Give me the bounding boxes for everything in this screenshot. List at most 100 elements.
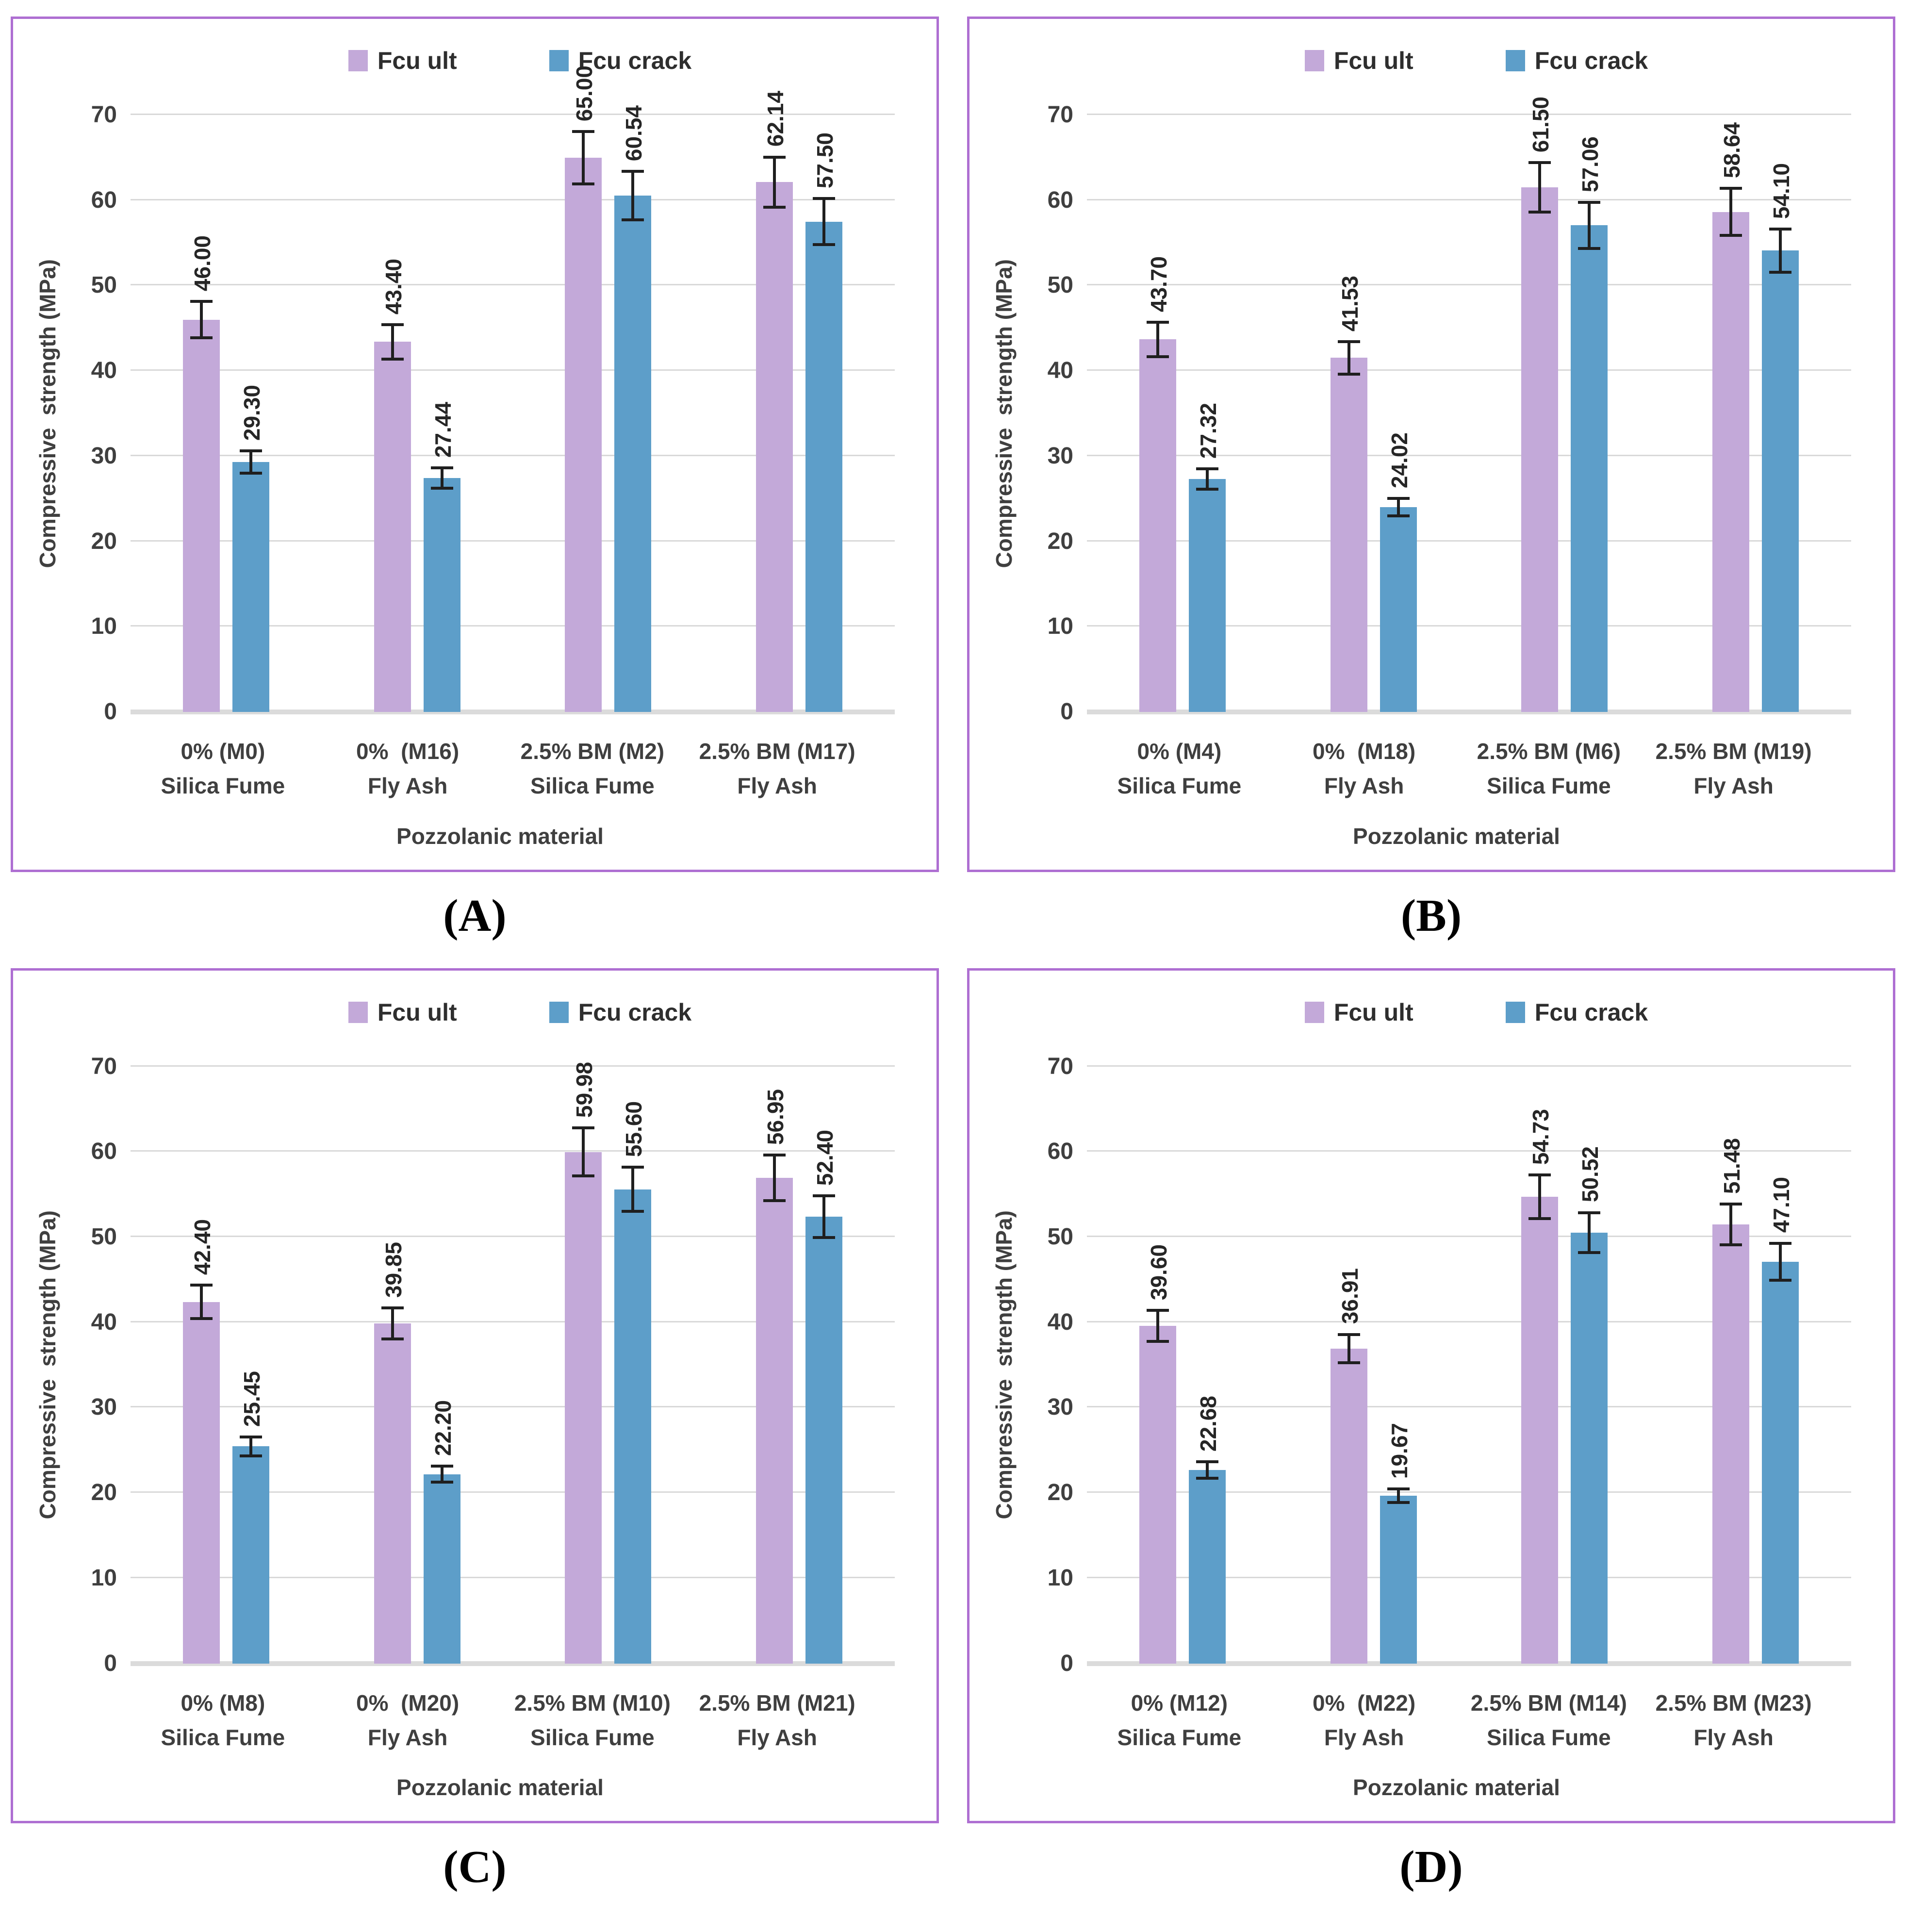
x-category-label: 0% (M12) Silica Fume <box>1087 1686 1272 1755</box>
y-tick-label: 40 <box>91 1309 117 1335</box>
bar-value-label: 25.45 <box>239 1371 264 1427</box>
x-category-line2: Silica Fume <box>530 1724 655 1750</box>
error-bar <box>1387 1487 1410 1504</box>
error-bar <box>1337 1333 1360 1365</box>
chart-panel: Fcu ult Fcu crack Compressive strength (… <box>11 17 939 872</box>
error-bar-stem <box>1156 320 1159 358</box>
bar-value-label: 22.20 <box>430 1400 456 1456</box>
gridline <box>131 198 895 200</box>
bar-fcu-crack <box>1188 1470 1226 1664</box>
y-tick-label: 60 <box>1047 187 1073 213</box>
bar-fcu-crack <box>614 1189 652 1664</box>
y-tick-label: 30 <box>91 443 117 469</box>
error-bar-stem <box>1779 1241 1782 1282</box>
y-tick-label: 60 <box>1047 1139 1073 1165</box>
error-bar-cap <box>1337 1361 1360 1365</box>
error-bar <box>381 1306 404 1341</box>
bar-value-label: 42.40 <box>189 1219 215 1275</box>
y-tick-label: 40 <box>91 358 117 384</box>
x-category-line1: 2.5% BM (M17) <box>699 739 855 764</box>
bar-value-label: 22.68 <box>1195 1396 1221 1452</box>
y-tick-label: 30 <box>1047 443 1073 469</box>
x-category-label: 2.5% BM (M21) Fly Ash <box>685 1686 870 1755</box>
gridline <box>1087 1236 1851 1238</box>
legend-label: Fcu crack <box>1534 998 1648 1026</box>
bar-fcu-ult <box>1139 1325 1176 1664</box>
error-bar-stem <box>1588 201 1591 250</box>
legend-swatch-icon <box>348 50 368 71</box>
error-bar <box>1387 496 1410 518</box>
y-tick-label: 20 <box>91 528 117 554</box>
error-bar <box>572 1126 595 1178</box>
x-category-label: 0% (M18) Fly Ash <box>1272 734 1457 804</box>
error-bar-stem <box>199 1284 203 1320</box>
error-bar-cap <box>1387 1487 1410 1490</box>
plot-area: 43.70 27.32 41.53 24.02 61.50 57.06 58.64 54.10 <box>1087 97 1851 714</box>
x-category-line1: 2.5% BM (M2) <box>520 739 665 764</box>
error-bar-cap <box>430 466 453 469</box>
x-category-line2: Silica Fume <box>161 1724 285 1750</box>
x-category-line2: Fly Ash <box>737 773 817 799</box>
x-category-line1: 0% (M12) <box>1131 1690 1228 1716</box>
error-bar <box>1578 1211 1601 1255</box>
x-category-line1: 2.5% BM (M23) <box>1655 1690 1812 1716</box>
bar-value-label: 61.50 <box>1528 97 1554 153</box>
x-category-line2: Fly Ash <box>737 1724 817 1750</box>
bar-fcu-ult <box>182 319 220 712</box>
gridline <box>131 114 895 115</box>
error-bar-cap <box>1528 1173 1551 1176</box>
panel-caption: (C) <box>443 1842 507 1893</box>
error-bar-cap <box>1337 372 1360 376</box>
error-bar-stem <box>440 466 444 490</box>
chart-legend: Fcu ult Fcu crack <box>129 992 911 1033</box>
bar-fcu-ult <box>374 342 411 712</box>
error-bar-cap <box>239 471 262 475</box>
error-bar-stem <box>773 1153 776 1202</box>
bar-value-label: 27.32 <box>1195 402 1221 459</box>
chart-panel-block: Fcu ult Fcu crack Compressive strength (… <box>967 968 1895 1913</box>
y-tick-label: 50 <box>91 272 117 298</box>
legend-item-fcu-ult: Fcu ult <box>348 47 457 75</box>
bar-value-label: 47.10 <box>1769 1177 1794 1233</box>
legend-swatch-icon <box>1505 50 1525 71</box>
y-tick-label: 0 <box>104 699 117 725</box>
bar-value-label: 19.67 <box>1386 1422 1412 1479</box>
error-bar-stem <box>249 449 252 475</box>
legend-label: Fcu crack <box>578 998 692 1026</box>
bar-value-label: 58.64 <box>1719 122 1745 179</box>
y-tick-label: 10 <box>91 613 117 640</box>
bar-value-label: 52.40 <box>812 1129 838 1186</box>
error-bar-cap <box>763 205 786 209</box>
error-bar-cap <box>430 1481 453 1484</box>
bar-fcu-crack <box>232 1446 269 1664</box>
bar-fcu-ult <box>565 1152 602 1664</box>
x-category-line1: 2.5% BM (M21) <box>699 1690 855 1716</box>
bar-value-label: 39.85 <box>380 1242 406 1298</box>
error-bar-stem <box>1588 1211 1591 1255</box>
bar-value-label: 51.48 <box>1719 1138 1745 1194</box>
error-bar-stem <box>582 130 585 185</box>
gridline <box>131 454 895 456</box>
error-bar-stem <box>1729 1202 1733 1247</box>
bar-fcu-crack <box>614 196 652 712</box>
bar-fcu-ult <box>756 1177 793 1664</box>
error-bar <box>1528 161 1551 214</box>
error-bar-cap <box>239 449 262 453</box>
y-tick-label: 20 <box>1047 528 1073 554</box>
x-category-line1: 0% (M0) <box>181 739 265 764</box>
error-bar-cap <box>622 170 644 173</box>
chart-legend: Fcu ult Fcu crack <box>1085 992 1868 1033</box>
legend-label: Fcu ult <box>1333 47 1413 74</box>
error-bar-stem <box>1779 227 1782 274</box>
plot-area: 46.00 29.30 43.40 27.44 65.00 60.54 62.14 57.50 <box>131 66 895 714</box>
y-tick-label: 50 <box>91 1224 117 1250</box>
bar-fcu-crack <box>1762 250 1799 712</box>
plot-area: 42.40 25.45 39.85 22.20 59.98 55.60 56.95 52.40 <box>131 1062 895 1666</box>
legend-item-fcu-crack: Fcu crack <box>1505 47 1648 75</box>
error-bar <box>1146 1308 1169 1343</box>
error-bar-cap <box>1720 1243 1742 1247</box>
error-bar <box>190 300 213 340</box>
error-bar <box>1769 227 1792 274</box>
x-axis-labels: 0% (M0) Silica Fume 0% (M16) Fly Ash 2.5% BM… <box>131 734 870 804</box>
bar-value-label: 41.53 <box>1337 275 1363 331</box>
